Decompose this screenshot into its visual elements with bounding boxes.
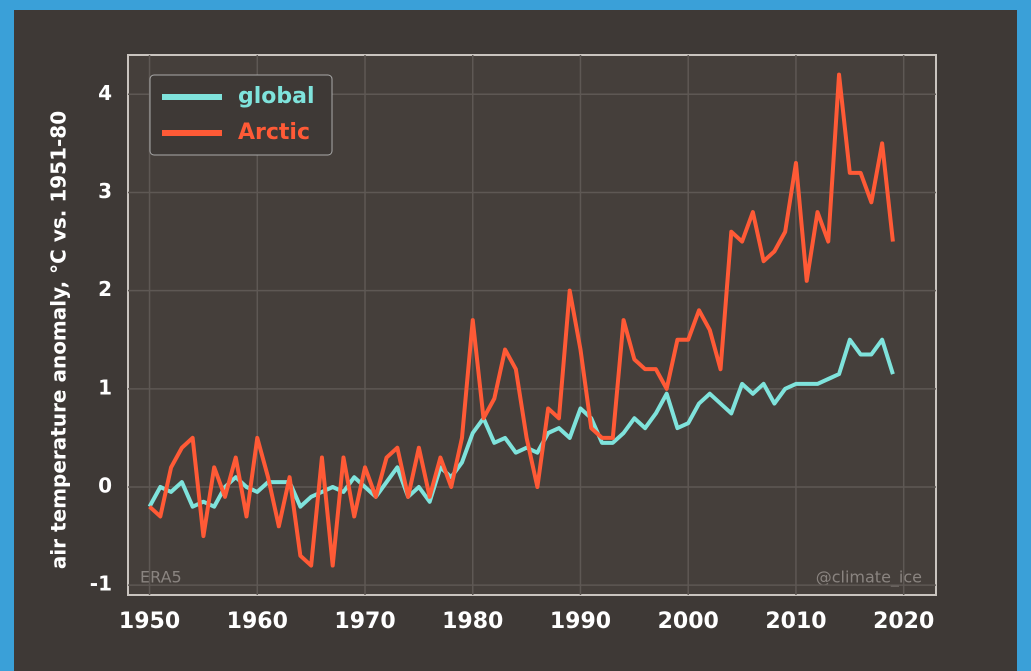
y-tick-label: 3 bbox=[98, 179, 112, 203]
x-tick-label: 1980 bbox=[442, 609, 503, 634]
x-tick-label: 2020 bbox=[873, 609, 934, 634]
x-tick-label: 2000 bbox=[658, 609, 719, 634]
series-line bbox=[148, 72, 895, 568]
y-tick-label: 0 bbox=[98, 474, 112, 498]
x-tick-label: 1990 bbox=[550, 609, 611, 634]
legend-label: Arctic bbox=[238, 120, 310, 145]
y-tick-label: 4 bbox=[98, 81, 112, 105]
x-tick-label: 1950 bbox=[119, 609, 180, 634]
annotation: @climate_ice bbox=[816, 568, 922, 588]
x-tick-label: 1960 bbox=[227, 609, 288, 634]
series-line bbox=[147, 337, 895, 509]
lines bbox=[147, 72, 895, 568]
y-axis-label: air temperature anomaly, °C vs. 1951-80 bbox=[47, 111, 71, 569]
x-tick-label: 1970 bbox=[334, 609, 395, 634]
annotation: ERA5 bbox=[140, 568, 182, 587]
legend-label: global bbox=[238, 84, 315, 109]
y-tick-label: 2 bbox=[98, 277, 112, 301]
y-tick-label: 1 bbox=[98, 375, 112, 399]
x-tick-label: 2010 bbox=[765, 609, 826, 634]
y-tick-label: -1 bbox=[90, 572, 112, 596]
